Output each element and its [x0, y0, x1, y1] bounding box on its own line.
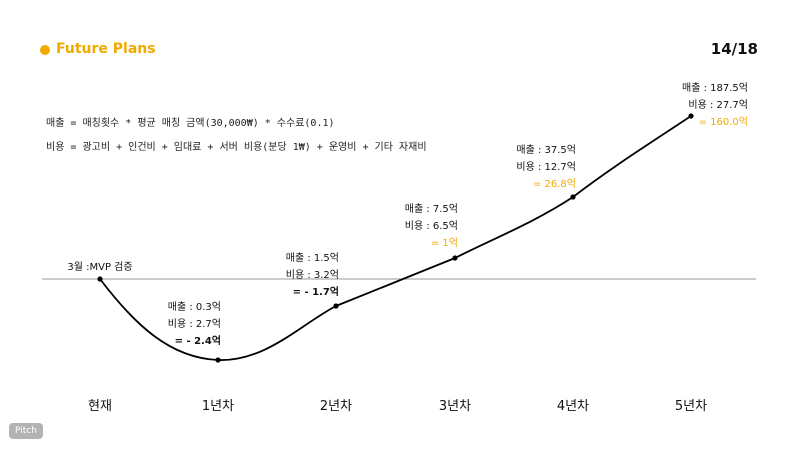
x-tick-label: 5년차 — [675, 399, 707, 414]
cost-label: 비용 : 27.7억 — [688, 99, 748, 111]
data-point — [215, 357, 221, 363]
data-point — [570, 194, 576, 200]
x-tick-label: 4년차 — [557, 399, 589, 414]
revenue-formula: 매출 = 매칭횟수 * 평균 매칭 금액(30,000₩) * 수수료(0.1) — [46, 118, 335, 129]
data-point — [333, 303, 339, 309]
revenue-label: 매출 : 37.5억 — [516, 144, 576, 156]
revenue-label: 매출 : 0.3억 — [168, 301, 221, 313]
revenue-label: 매출 : 7.5억 — [405, 203, 458, 215]
page-number: 14/18 — [710, 40, 758, 58]
profit-result-label: = - 1.7억 — [293, 286, 339, 298]
cost-label: 비용 : 12.7억 — [516, 161, 576, 173]
revenue-label: 매출 : 187.5억 — [682, 82, 748, 94]
x-tick-label: 1년차 — [202, 399, 234, 414]
start-note-label: 3월 :MVP 검증 — [67, 261, 132, 273]
data-point — [452, 255, 458, 261]
cost-label: 비용 : 6.5억 — [405, 220, 458, 232]
x-tick-label: 3년차 — [439, 399, 471, 414]
cost-formula: 비용 = 광고비 + 인건비 + 임대료 + 서버 비용(분당 1₩) + 운영… — [46, 142, 427, 153]
profit-result-label: = 26.8억 — [533, 178, 576, 190]
revenue-label: 매출 : 1.5억 — [286, 252, 339, 264]
x-tick-label: 현재 — [88, 399, 112, 414]
profit-series-line — [99, 115, 692, 361]
cost-label: 비용 : 2.7억 — [168, 318, 221, 330]
section-bullet-icon — [40, 45, 50, 55]
cost-label: 비용 : 3.2억 — [286, 269, 339, 281]
x-tick-label: 2년차 — [320, 399, 352, 414]
data-point — [97, 276, 103, 282]
profit-result-label: = 160.0억 — [699, 116, 748, 128]
profit-result-label: = 1억 — [431, 237, 458, 249]
profit-result-label: = - 2.4억 — [175, 335, 221, 347]
data-point — [688, 113, 694, 119]
section-title: Future Plans — [56, 41, 156, 57]
pitch-badge[interactable]: Pitch — [9, 423, 43, 439]
